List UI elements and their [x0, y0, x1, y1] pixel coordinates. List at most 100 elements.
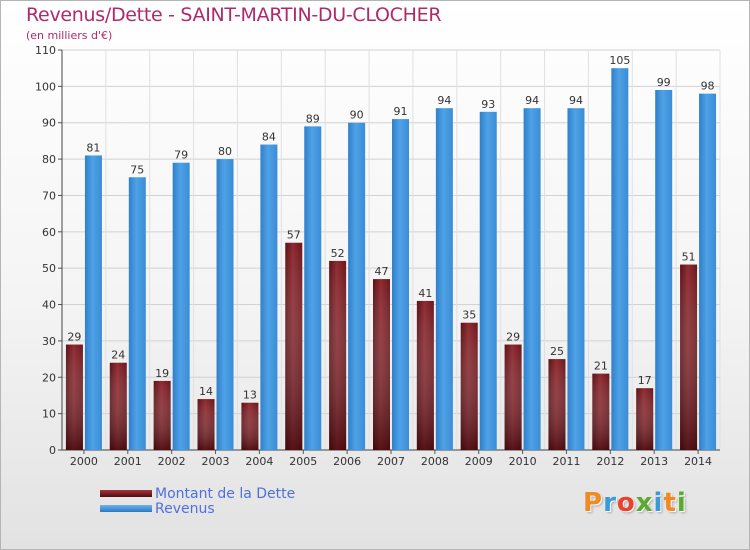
bar-revenus	[699, 93, 717, 451]
data-label-revenus: 79	[174, 149, 188, 162]
data-label-dette: 13	[243, 389, 257, 402]
bar-revenus	[523, 108, 541, 450]
y-tick-label: 0	[49, 444, 56, 457]
bar-revenus	[216, 159, 234, 450]
data-label-dette: 51	[682, 251, 696, 264]
y-tick-label: 20	[42, 371, 56, 384]
y-tick-label: 30	[42, 335, 56, 348]
data-label-revenus: 93	[481, 98, 495, 111]
logo-letter: r	[603, 488, 617, 518]
bar-revenus	[567, 108, 585, 450]
logo-letter: P	[583, 488, 604, 518]
data-label-revenus: 94	[437, 94, 451, 107]
bar-dette-shade	[460, 322, 478, 450]
bar-dette-shade	[329, 260, 347, 450]
x-tick-label: 2007	[377, 455, 405, 468]
data-label-revenus: 80	[218, 145, 232, 158]
data-label-dette: 29	[67, 331, 81, 344]
x-tick-label: 2002	[158, 455, 186, 468]
x-tick-label: 2013	[640, 455, 668, 468]
bar-revenus	[304, 126, 322, 450]
y-tick-label: 10	[42, 408, 56, 421]
bar-dette-shade	[373, 279, 390, 450]
y-tick-label: 70	[42, 189, 56, 202]
x-tick-label: 2006	[333, 455, 361, 468]
data-label-revenus: 75	[130, 163, 144, 176]
y-tick-label: 110	[35, 44, 56, 57]
y-tick-label: 90	[42, 117, 56, 130]
bar-dette-shade	[285, 242, 303, 450]
axes	[58, 49, 720, 454]
y-tick-label: 80	[42, 153, 56, 166]
data-label-revenus: 98	[701, 80, 715, 93]
logo-letter: x	[635, 488, 654, 518]
y-tick-label: 40	[42, 299, 56, 312]
bar-revenus	[392, 119, 409, 450]
bar-dette-shade	[548, 359, 566, 450]
x-tick-label: 2004	[245, 455, 273, 468]
data-label-dette: 21	[594, 360, 608, 373]
bar-dette-shade	[153, 380, 171, 450]
data-label-revenus: 84	[262, 131, 276, 144]
grid-lines	[61, 49, 721, 451]
x-tick-label: 2011	[552, 455, 580, 468]
bar-dette-shade	[636, 388, 654, 450]
data-label-revenus: 90	[350, 109, 364, 122]
legend-swatch-dette	[100, 490, 152, 497]
bar-revenus	[172, 162, 190, 450]
bar-dette-shade	[416, 300, 434, 450]
bar-revenus	[84, 155, 102, 451]
data-label-dette: 24	[111, 349, 125, 362]
bar-revenus	[435, 108, 453, 450]
bars	[65, 68, 717, 451]
y-tick-label: 60	[42, 226, 56, 239]
bar-revenus	[260, 144, 278, 450]
x-tick-label: 2005	[289, 455, 317, 468]
data-label-revenus: 81	[86, 141, 100, 154]
data-label-revenus: 105	[609, 54, 630, 67]
x-tick-label: 2012	[596, 455, 624, 468]
bar-dette-shade	[109, 362, 127, 450]
data-label-dette: 41	[418, 287, 432, 300]
data-label-dette: 47	[375, 265, 389, 278]
data-label-dette: 14	[199, 385, 213, 398]
bar-dette-shade	[592, 373, 610, 450]
x-tick-label: 2010	[509, 455, 537, 468]
x-tick-label: 2008	[421, 455, 449, 468]
x-tick-label: 2003	[202, 455, 230, 468]
data-label-dette: 52	[331, 247, 345, 260]
bar-dette-shade	[197, 399, 215, 450]
x-tick-label: 2000	[70, 455, 98, 468]
data-label-revenus: 94	[569, 94, 583, 107]
logo-letter: t	[663, 488, 677, 518]
legend-label-dette: Montant de la Dette	[155, 486, 296, 502]
x-tick-label: 2009	[465, 455, 493, 468]
data-label-revenus: 91	[394, 105, 408, 118]
bar-dette-shade	[680, 264, 698, 450]
bar-dette-shade	[65, 344, 83, 450]
y-tick-label: 100	[35, 80, 56, 93]
bar-revenus	[479, 111, 497, 451]
chart-subtitle: (en milliers d'€)	[26, 29, 113, 42]
logo-letter: i	[653, 488, 664, 518]
x-tick-label: 2001	[114, 455, 142, 468]
data-label-revenus: 94	[525, 94, 539, 107]
data-label-dette: 17	[638, 374, 652, 387]
x-tick-label: 2014	[684, 455, 712, 468]
chart-title: Revenus/Dette - SAINT-MARTIN-DU-CLOCHER	[26, 4, 442, 26]
proxiti-logo: Proxiti	[583, 488, 687, 518]
data-label-dette: 19	[155, 367, 169, 380]
data-label-dette: 29	[506, 331, 520, 344]
bar-revenus	[611, 68, 629, 450]
data-label-dette: 57	[287, 229, 301, 242]
logo-letter: i	[676, 488, 687, 518]
legend-swatch-revenus	[100, 505, 152, 512]
bar-revenus	[128, 177, 146, 451]
bar-dette-shade	[241, 402, 259, 450]
data-label-revenus: 99	[657, 76, 671, 89]
y-tick-label: 50	[42, 262, 56, 275]
bar-revenus	[655, 90, 673, 450]
data-label-dette: 35	[462, 309, 476, 322]
data-label-revenus: 89	[306, 112, 320, 125]
